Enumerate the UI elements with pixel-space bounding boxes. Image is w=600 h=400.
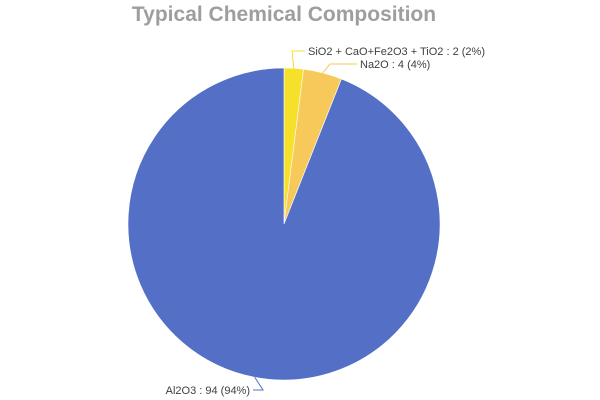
pie-slices [127,67,441,381]
data-labels: SiO2 + CaO+Fe2O3 + TiO2 : 2 (2%)Na2O : 4… [166,46,485,397]
data-label: SiO2 + CaO+Fe2O3 + TiO2 : 2 (2%) [308,46,485,58]
leader-line [322,63,357,74]
leader-lines [253,50,357,391]
leader-line [253,376,264,391]
pie-slice-al2o3 [127,67,441,381]
chart-title: Typical Chemical Composition [131,3,437,26]
data-label: Al2O3 : 94 (94%) [166,385,250,397]
data-label: Na2O : 4 (4%) [360,59,430,71]
leader-line [291,50,305,69]
